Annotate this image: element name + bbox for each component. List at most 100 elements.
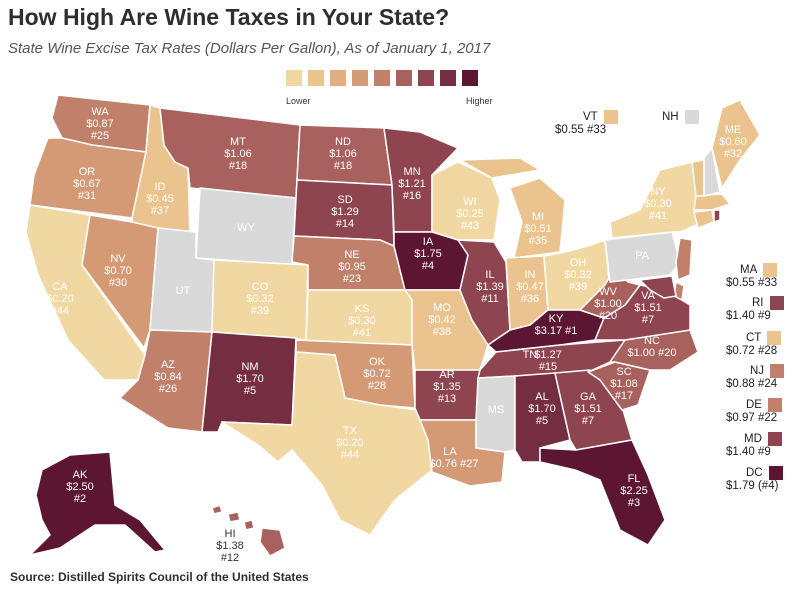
- state-RI[interactable]: [713, 209, 721, 223]
- label-NC-rate: $1.00: [628, 347, 656, 359]
- label-TN-abbr: TN: [523, 349, 538, 361]
- label-NY-rate: $0.30: [644, 198, 672, 210]
- label-SC-rank: #17: [615, 390, 633, 402]
- map-subtitle: State Wine Excise Tax Rates (Dollars Per…: [8, 40, 491, 57]
- state-FL[interactable]: [539, 439, 666, 546]
- label-IL-abbr: IL: [485, 269, 494, 281]
- callout-MA[interactable]: MA $0.55 #33: [726, 263, 800, 289]
- label-KY-rank: #1: [565, 325, 577, 337]
- legend-swatch-8: [440, 70, 456, 86]
- label-OK-rank: #28: [368, 380, 386, 392]
- label-MO-rate: $0.42: [428, 314, 456, 326]
- label-KS-rate: $0.30: [348, 315, 376, 327]
- label-MO-abbr: MO: [433, 302, 451, 314]
- label-LA-rank: #27: [460, 458, 478, 470]
- label-AR-rate: $1.35: [433, 381, 461, 393]
- legend-swatch-7: [418, 70, 434, 86]
- label-NM-abbr: NM: [241, 361, 258, 373]
- label-IL-rank: #11: [481, 293, 499, 305]
- label-OR-rate: $0.67: [73, 178, 101, 190]
- label-AZ-rate: $0.84: [154, 371, 182, 383]
- label-FL-rank: #3: [628, 497, 640, 509]
- callout-MA-abbr: MA: [740, 264, 758, 276]
- callout-DE[interactable]: DE $0.97 #22: [726, 398, 800, 424]
- label-CA-abbr: CA: [52, 281, 68, 293]
- label-ME-rank: #32: [724, 148, 742, 160]
- callout-DC-swatch: [768, 466, 783, 480]
- label-MT-rate: $1.06: [224, 148, 252, 160]
- label-VA-rank: #7: [642, 314, 654, 326]
- state-AK[interactable]: [29, 451, 166, 556]
- state-MD[interactable]: [639, 275, 677, 299]
- label-WY-abbr: WY: [237, 222, 255, 234]
- callout-CT[interactable]: CT $0.72 #28: [726, 331, 800, 357]
- state-CT[interactable]: [693, 209, 715, 229]
- label-ID-abbr: ID: [155, 181, 166, 193]
- label-CO-rank: #39: [251, 305, 269, 317]
- label-MT-rank: #18: [229, 160, 247, 172]
- label-OK-abbr: OK: [369, 356, 386, 368]
- label-ND-rate: $1.06: [329, 148, 357, 160]
- callout-NJ-abbr: NJ: [750, 365, 765, 377]
- legend-swatch-3: [330, 70, 346, 86]
- label-GA-rate: $1.51: [574, 403, 602, 415]
- label-SD-abbr: SD: [337, 194, 352, 206]
- label-VA-abbr: VA: [641, 290, 656, 302]
- callout-RI-swatch: [769, 296, 784, 310]
- label-ME-rate: $0.60: [719, 136, 747, 148]
- label-AR-abbr: AR: [439, 369, 454, 381]
- legend-high-label: Higher: [466, 96, 493, 106]
- callout-VT[interactable]: VT $0.55 #33: [555, 110, 650, 136]
- label-UT-abbr: UT: [176, 285, 191, 297]
- state-TX[interactable]: [221, 351, 433, 536]
- label-WA-rank: #25: [91, 130, 109, 142]
- label-CA-rate: $0.20: [46, 293, 74, 305]
- label-ID-rank: #37: [151, 205, 169, 217]
- callout-VT-abbr: VT: [583, 111, 598, 123]
- callout-MA-text: $0.55 #33: [726, 277, 778, 289]
- label-HI-rate: $1.38: [216, 540, 244, 552]
- state-NJ[interactable]: [675, 237, 693, 281]
- label-WV-rank: #20: [599, 310, 617, 322]
- callout-NJ-text: $0.88 #24: [726, 378, 778, 390]
- label-OH-abbr: OH: [570, 257, 587, 269]
- callout-RI[interactable]: RI $1.40 #9: [726, 296, 800, 322]
- callout-DE-text: $0.97 #22: [726, 412, 778, 424]
- callout-VT-swatch: [603, 110, 618, 124]
- label-NM-rate: $1.70: [236, 373, 264, 385]
- label-TX-rate: $0.20: [336, 437, 364, 449]
- label-NC-abbr: NC: [644, 335, 660, 347]
- state-ME[interactable]: [711, 99, 761, 189]
- label-AK-rank: #2: [74, 493, 86, 505]
- callout-NH[interactable]: NH: [662, 110, 757, 124]
- label-OK-rate: $0.72: [363, 368, 391, 380]
- label-GA-abbr: GA: [580, 391, 597, 403]
- state-NH[interactable]: [703, 147, 721, 197]
- callout-NH-abbr: NH: [662, 111, 679, 123]
- label-AZ-rank: #26: [159, 383, 177, 395]
- callout-NJ[interactable]: NJ $0.88 #24: [726, 364, 800, 390]
- state-WI[interactable]: [431, 161, 501, 241]
- label-WV-abbr: WV: [599, 286, 617, 298]
- label-CA-rank: #44: [51, 305, 69, 317]
- label-MN-rank: #16: [403, 190, 421, 202]
- callout-MD[interactable]: MD $1.40 #9: [726, 432, 800, 458]
- state-labels: WA $0.87 #25 OR $0.67 #31 CA $0.20 #44 I…: [46, 106, 747, 509]
- callout-DE-swatch: [767, 398, 782, 412]
- state-MA[interactable]: [693, 193, 731, 211]
- label-AL-rank: #5: [536, 415, 548, 427]
- callout-DC[interactable]: DC $1.79 (#4): [726, 466, 800, 492]
- label-MN-abbr: MN: [403, 166, 420, 178]
- label-OR-rank: #31: [78, 190, 96, 202]
- label-NC-rank: #20: [658, 347, 676, 359]
- state-HI[interactable]: [211, 504, 286, 557]
- state-MI[interactable]: [459, 157, 566, 259]
- label-NE-rate: $0.95: [338, 261, 366, 273]
- label-AK-abbr: AK: [73, 469, 88, 481]
- label-NV-rate: $0.70: [104, 265, 132, 277]
- label-AZ-abbr: AZ: [161, 359, 175, 371]
- label-IA-abbr: IA: [423, 236, 434, 248]
- label-NE-rank: #23: [343, 273, 361, 285]
- label-AL-abbr: AL: [535, 391, 548, 403]
